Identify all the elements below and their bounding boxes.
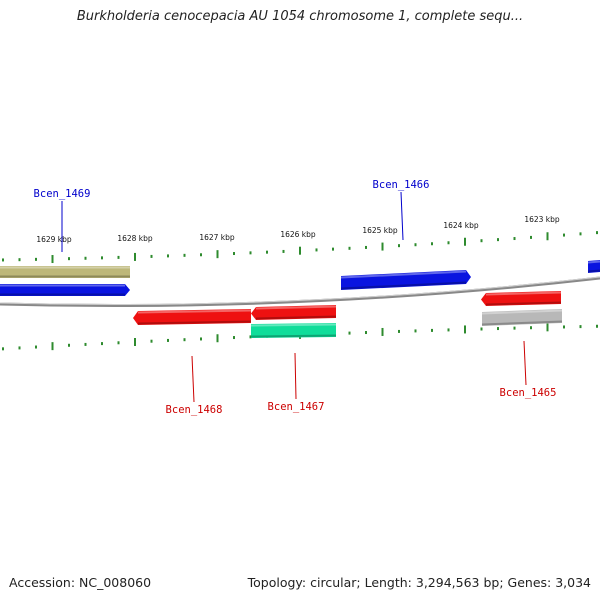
tick-label: 1626 kbp [280, 230, 316, 239]
map-title: Burkholderia cenocepacia AU 1054 chromos… [76, 9, 524, 24]
gray-feature-bcen-1465[interactable] [481, 309, 563, 326]
chromosome-backbone [0, 276, 600, 308]
tick-label: 1624 kbp [443, 221, 479, 230]
tick-label: 1625 kbp [362, 226, 398, 235]
blue-feature-bcen-1469[interactable] [0, 284, 130, 296]
blue-feature-bcen-1466[interactable] [340, 270, 471, 290]
red-feature-bcen-1467[interactable] [251, 305, 337, 320]
accession-text: Accession: NC_008060 [9, 575, 152, 590]
gene-label[interactable]: Bcen_1465 [500, 387, 557, 399]
gene-leader-line [523, 340, 527, 386]
tick-label: 1627 kbp [199, 233, 235, 242]
gene-label[interactable]: Bcen_1469 [34, 188, 91, 200]
gene-label[interactable]: Bcen_1468 [166, 404, 223, 416]
tick-label: 1629 kbp [36, 235, 72, 244]
chromosome-backbone-highlight [0, 276, 600, 306]
gene-leader-line [191, 355, 195, 403]
red-feature-bcen-1468[interactable] [133, 309, 252, 325]
tick-label: 1623 kbp [524, 215, 560, 224]
blue-feature-right-edge[interactable] [587, 260, 600, 273]
topology-text: Topology: circular; Length: 3,294,563 bp… [247, 575, 591, 590]
gene-label[interactable]: Bcen_1467 [268, 401, 325, 413]
red-feature-bcen-1465[interactable] [481, 291, 562, 306]
gene-leader-line [294, 352, 297, 400]
gene-label[interactable]: Bcen_1466 [373, 179, 430, 191]
olive-feature-left[interactable] [0, 266, 130, 278]
green-feature-bcen-1467[interactable] [250, 323, 337, 338]
gene-leader-line [400, 191, 404, 241]
tick-label: 1628 kbp [117, 234, 153, 243]
